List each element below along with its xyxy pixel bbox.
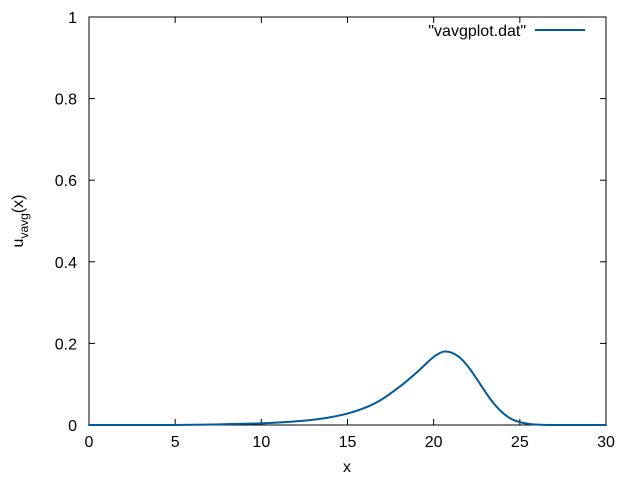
legend: "vavgplot.dat" (428, 23, 585, 40)
y-axis-label-base: u (10, 239, 27, 248)
series-layer (88, 350, 607, 427)
y-axis-label-subscript: vavg (17, 213, 31, 238)
y-tick-label: 0.2 (55, 336, 77, 353)
y-tick-label: 0.6 (55, 173, 77, 190)
x-tick-label: 0 (85, 434, 94, 451)
y-tick-label: 1 (68, 10, 77, 27)
plot-frame (88, 16, 607, 426)
y-tick-label: 0.8 (55, 92, 77, 109)
x-tick-label: 20 (425, 434, 443, 451)
series-line-vavgplot (88, 350, 607, 427)
y-axis-label: uvavg(x) (10, 195, 31, 248)
legend-label: "vavgplot.dat" (428, 23, 526, 40)
x-tick-label: 25 (511, 434, 529, 451)
x-axis-label: x (343, 459, 351, 476)
y-axis-label-suffix: (x) (10, 195, 27, 214)
x-tick-label: 10 (252, 434, 270, 451)
axis-ticks: 0 5 10 15 20 25 30 0 0.2 0.4 0.6 0.8 1 (55, 10, 615, 451)
y-tick-label: 0 (68, 418, 77, 435)
x-tick-label: 30 (597, 434, 615, 451)
y-tick-label: 0.4 (55, 255, 77, 272)
x-tick-label: 5 (171, 434, 180, 451)
x-tick-label: 15 (339, 434, 357, 451)
